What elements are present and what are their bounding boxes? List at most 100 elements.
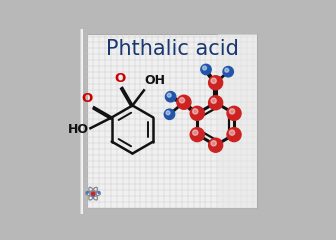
- Circle shape: [209, 138, 223, 152]
- Bar: [80, 29, 82, 214]
- Bar: [81, 29, 83, 214]
- Circle shape: [223, 66, 234, 77]
- Bar: [81, 29, 83, 214]
- Bar: [81, 29, 83, 214]
- Circle shape: [193, 109, 198, 114]
- Bar: [81, 29, 83, 214]
- Bar: [80, 29, 82, 214]
- Bar: [81, 29, 83, 214]
- Bar: [80, 29, 82, 214]
- Circle shape: [190, 128, 204, 142]
- Bar: [81, 29, 83, 214]
- Bar: [81, 29, 83, 214]
- Bar: [81, 29, 83, 214]
- Bar: [81, 29, 82, 214]
- Bar: [81, 29, 83, 214]
- Bar: [80, 29, 82, 214]
- Bar: [81, 29, 83, 214]
- Circle shape: [211, 78, 216, 84]
- Circle shape: [91, 192, 95, 195]
- Text: HO: HO: [68, 123, 89, 136]
- Bar: [80, 29, 82, 214]
- Circle shape: [86, 192, 88, 193]
- Bar: [82, 29, 83, 214]
- Text: OH: OH: [145, 74, 166, 87]
- Bar: [81, 29, 83, 214]
- Bar: [81, 29, 83, 214]
- Bar: [81, 29, 83, 214]
- Circle shape: [167, 93, 171, 97]
- Bar: [81, 29, 83, 214]
- Circle shape: [193, 130, 198, 135]
- Bar: [80, 29, 82, 214]
- Bar: [80, 29, 82, 214]
- Bar: [80, 29, 82, 214]
- Bar: [81, 29, 83, 214]
- Bar: [81, 29, 83, 214]
- Bar: [82, 29, 83, 214]
- Bar: [80, 29, 82, 214]
- Circle shape: [164, 109, 175, 120]
- Bar: [81, 29, 83, 214]
- Bar: [81, 29, 83, 214]
- Bar: [81, 29, 83, 214]
- Bar: [80, 29, 82, 214]
- FancyBboxPatch shape: [87, 34, 257, 208]
- Bar: [80, 29, 82, 214]
- Circle shape: [211, 98, 216, 103]
- Bar: [81, 29, 83, 214]
- Bar: [80, 29, 82, 214]
- Circle shape: [211, 141, 216, 146]
- Bar: [81, 29, 83, 214]
- Bar: [81, 29, 83, 214]
- Bar: [82, 29, 83, 214]
- Bar: [82, 29, 83, 214]
- Bar: [80, 29, 82, 214]
- Bar: [80, 29, 82, 214]
- Circle shape: [190, 106, 204, 120]
- Bar: [80, 29, 82, 214]
- Text: Phthalic acid: Phthalic acid: [106, 39, 239, 59]
- Circle shape: [209, 96, 223, 110]
- FancyBboxPatch shape: [218, 34, 257, 208]
- Bar: [80, 29, 82, 214]
- Bar: [80, 29, 82, 214]
- Bar: [81, 29, 83, 214]
- Bar: [81, 29, 83, 214]
- Bar: [80, 29, 82, 214]
- Bar: [80, 29, 82, 214]
- Circle shape: [203, 66, 207, 70]
- Bar: [80, 29, 82, 214]
- Bar: [81, 29, 83, 214]
- Circle shape: [227, 106, 241, 120]
- Circle shape: [201, 64, 211, 75]
- Bar: [81, 29, 83, 214]
- Bar: [81, 29, 83, 214]
- Bar: [81, 29, 82, 214]
- Bar: [82, 29, 83, 214]
- Bar: [82, 29, 83, 214]
- Bar: [81, 29, 83, 214]
- Bar: [80, 29, 82, 214]
- Bar: [81, 29, 83, 214]
- Bar: [81, 29, 82, 214]
- Circle shape: [165, 91, 176, 102]
- Bar: [81, 29, 83, 214]
- Circle shape: [227, 128, 241, 142]
- Bar: [81, 29, 83, 214]
- Circle shape: [225, 68, 229, 72]
- Text: O: O: [115, 72, 126, 85]
- Bar: [80, 29, 82, 214]
- Bar: [81, 29, 83, 214]
- Bar: [80, 29, 82, 214]
- Bar: [81, 29, 82, 214]
- Bar: [80, 29, 82, 214]
- Bar: [81, 29, 83, 214]
- Bar: [81, 29, 83, 214]
- Circle shape: [92, 195, 94, 197]
- Circle shape: [229, 130, 235, 135]
- Circle shape: [177, 95, 191, 109]
- Bar: [81, 29, 83, 214]
- Bar: [81, 29, 83, 214]
- Circle shape: [166, 111, 170, 115]
